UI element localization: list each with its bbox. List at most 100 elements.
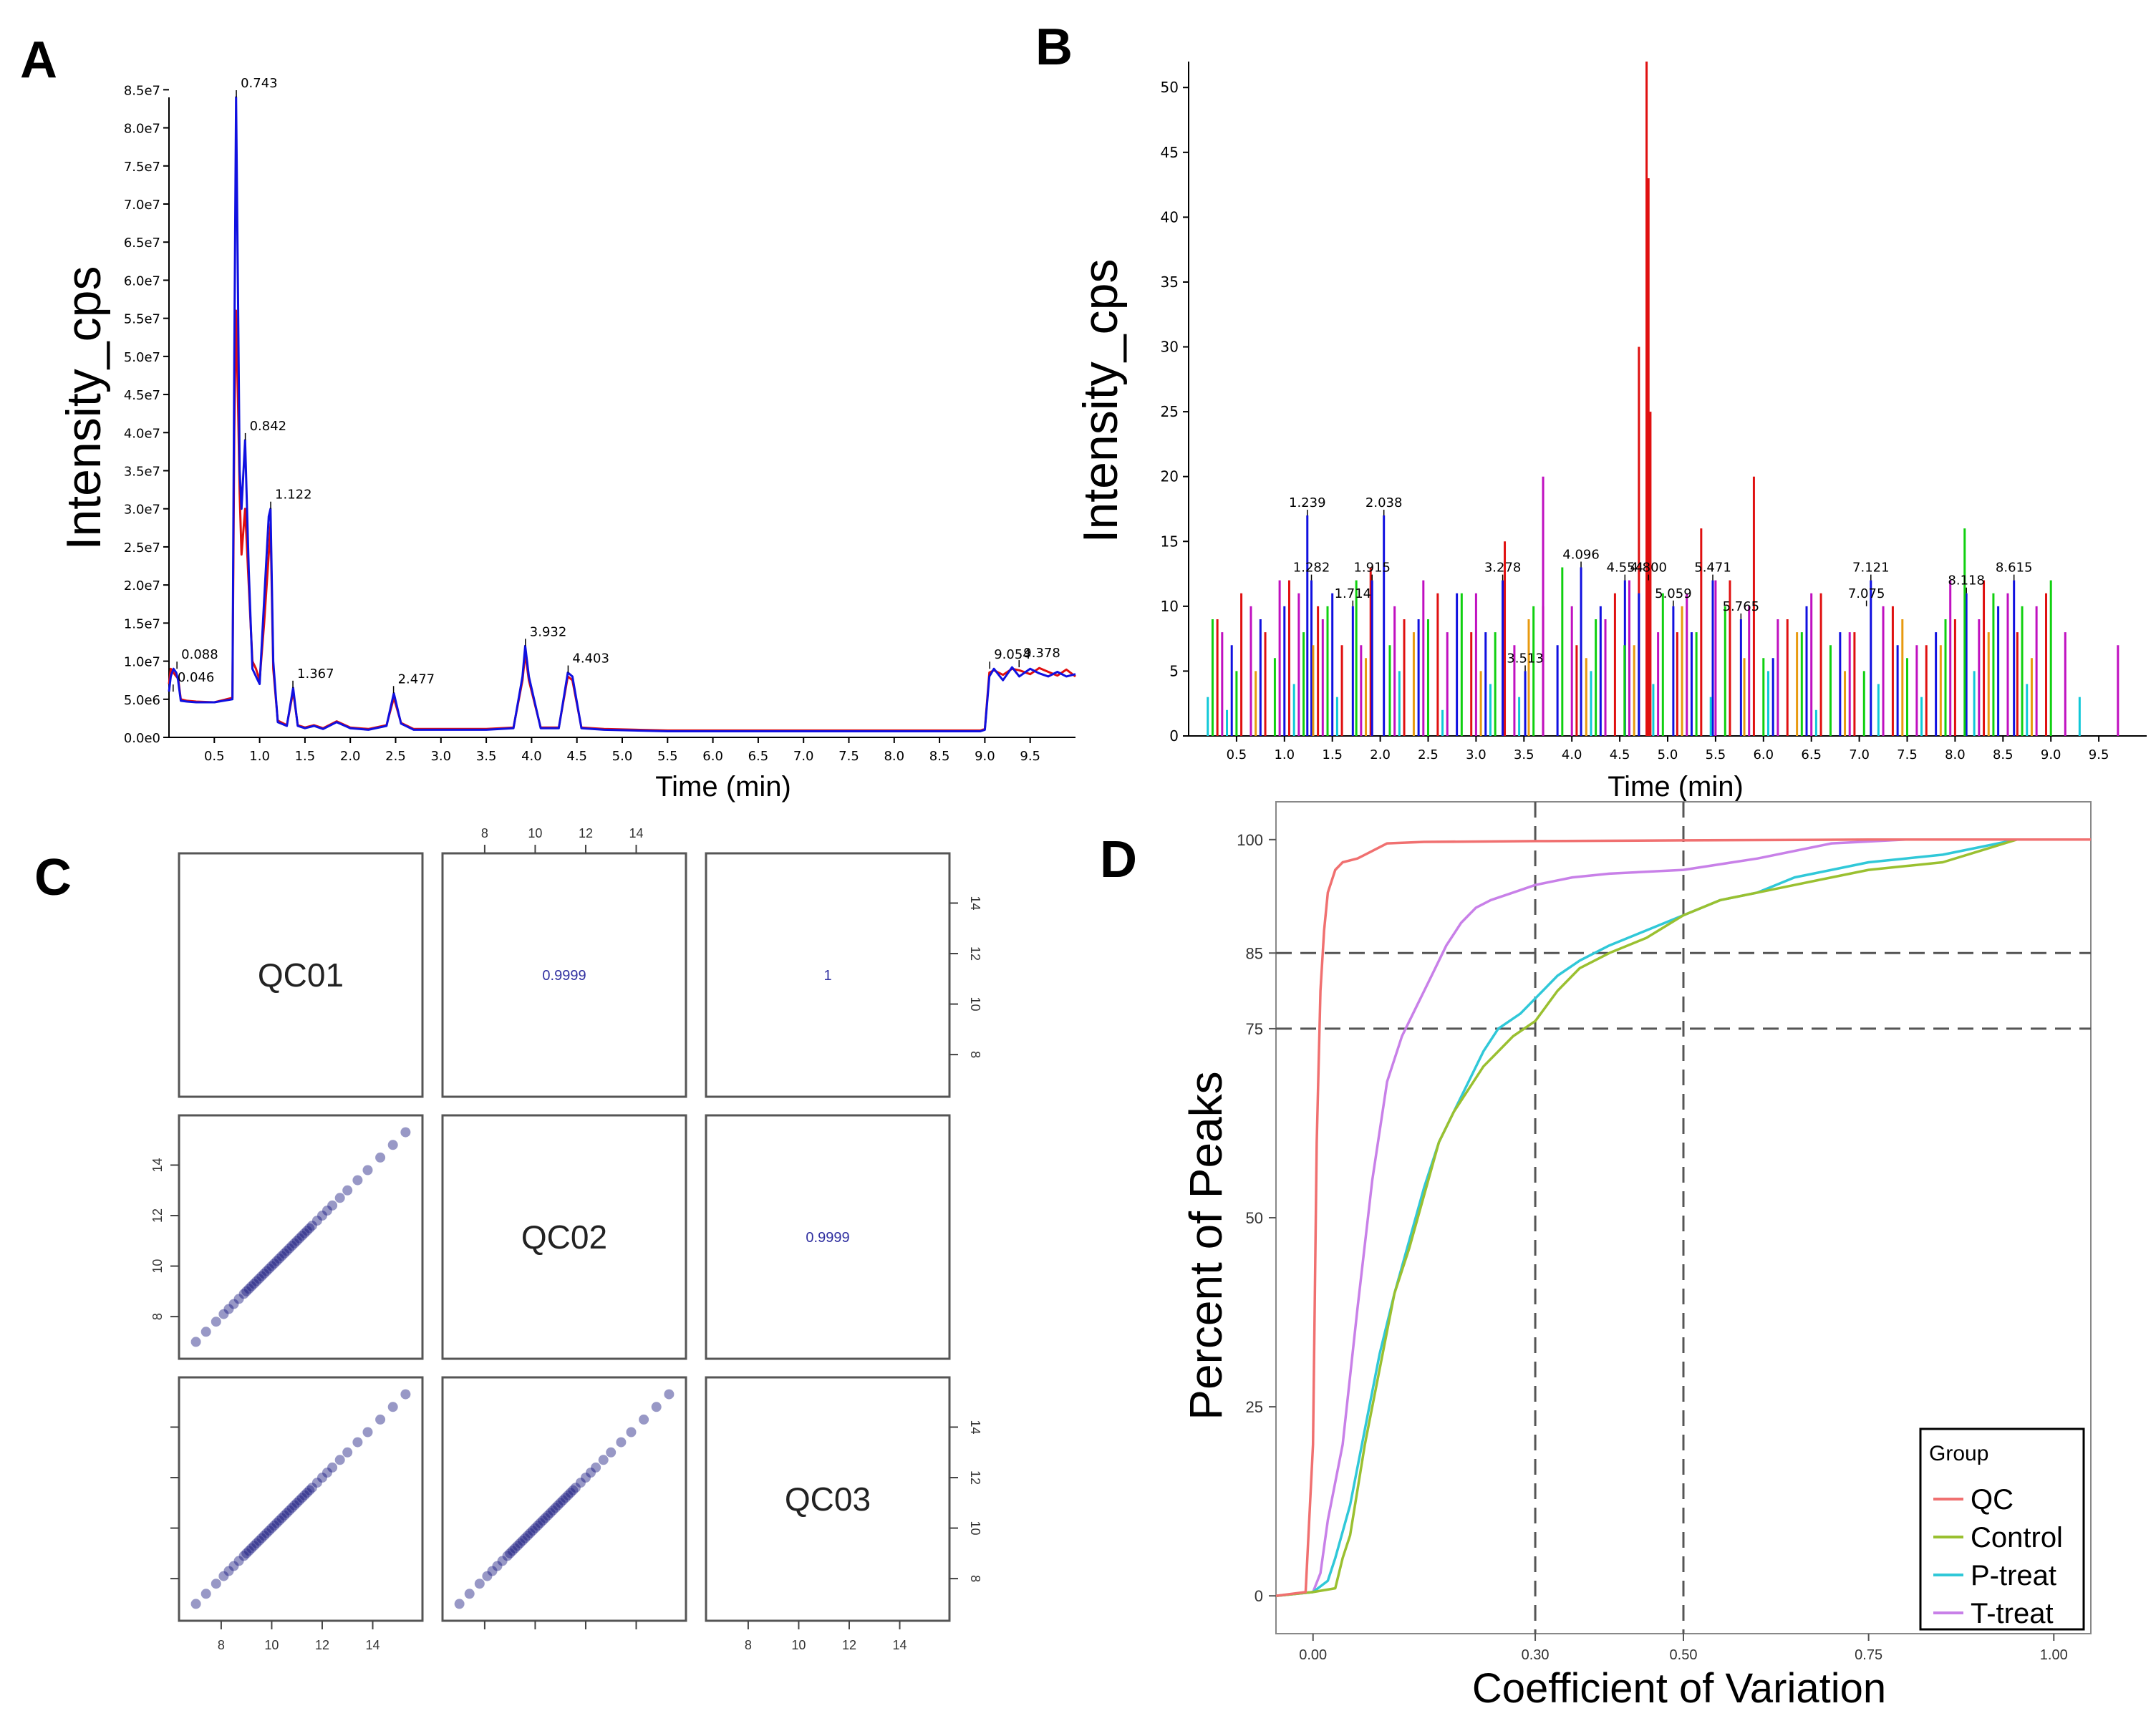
scatter-point (233, 1556, 244, 1566)
scatter-point (256, 1533, 267, 1543)
scatter-point (538, 1516, 548, 1526)
scatter-point (560, 1493, 571, 1503)
bottom-axis-tick-label: 8 (218, 1638, 225, 1652)
y-tick-label: 7.0e7 (124, 198, 160, 213)
y-tick-label: 25 (1161, 403, 1179, 420)
x-tick-label: 1.5 (295, 749, 316, 764)
peak-label: 4.096 (1562, 548, 1600, 563)
x-tick-label: 8.0 (884, 749, 904, 764)
panel-label-d: D (1100, 831, 1137, 888)
y-tick-label: 50 (1161, 79, 1179, 96)
peak-label: 0.088 (181, 647, 218, 662)
scatter-point (306, 1483, 317, 1493)
left-axis-tick-label: 14 (150, 1158, 165, 1172)
peak-label: 4.403 (572, 651, 609, 666)
scatter-point (271, 1518, 282, 1528)
scatter-point (563, 1490, 574, 1501)
peak-label: 8.118 (1948, 573, 1985, 588)
x-tick-label: 3.5 (476, 749, 497, 764)
chromatogram-b-y-axis-title: Intensity_cps (1073, 259, 1128, 543)
scatter-point (233, 1294, 244, 1304)
panel-label-c: C (34, 849, 72, 906)
y-tick-label: 35 (1161, 273, 1179, 291)
top-axis-tick-label: 12 (579, 826, 593, 840)
scatter-point (294, 1495, 305, 1506)
x-tick-label: 8.5 (929, 749, 950, 764)
x-tick-label: 6.0 (1753, 747, 1774, 762)
scatter-point (334, 1455, 345, 1465)
x-tick-label: 7.0 (1849, 747, 1870, 762)
legend-title: Group (1929, 1442, 1988, 1465)
pairs-cell-0-2 (705, 852, 951, 1098)
y-tick-label: 6.5e7 (124, 236, 160, 251)
peak-label: 0.046 (178, 670, 215, 685)
scatter-point (591, 1462, 601, 1473)
scatter-point (228, 1299, 239, 1309)
scatter-point (570, 1483, 581, 1493)
x-tick-label: 1.5 (1322, 747, 1343, 762)
scatter-point (211, 1317, 221, 1327)
chromatogram-a: 0.0e0 5.0e6 1.0e7 1.5e7 2.0e7 2.5e7 3.0e7 3.5e7… (57, 76, 1076, 803)
y-tick-label: 1.0e7 (124, 655, 160, 670)
scatter-point (238, 1289, 249, 1299)
x-tick-label: 6.5 (1801, 747, 1822, 762)
y-tick-label: 100 (1237, 831, 1263, 849)
x-tick-label: 6.5 (748, 749, 769, 764)
scatter-point (565, 1488, 576, 1498)
x-tick-label: 1.0 (1274, 747, 1295, 762)
scatter-point (400, 1389, 411, 1400)
bottom-axis-tick-label: 8 (745, 1638, 752, 1652)
peak-label: 1.714 (1335, 586, 1372, 601)
scatter-point (322, 1468, 332, 1478)
cv-distribution-d-x-axis-title: Coefficient of Variation (1472, 1665, 1886, 1712)
right-axis-tick-label: 14 (968, 1420, 982, 1434)
scatter-point (276, 1251, 287, 1261)
scatter-point (327, 1200, 338, 1211)
scatter-point (228, 1561, 239, 1571)
x-tick-label: 5.0 (612, 749, 633, 764)
correlation-value: 0.9999 (542, 968, 586, 984)
legend-label-control: Control (1971, 1522, 2063, 1553)
scatter-point (510, 1543, 521, 1553)
y-tick-label: 8.5e7 (124, 83, 160, 98)
scatter-point (497, 1556, 508, 1566)
x-tick-label: 4.0 (521, 749, 542, 764)
chromatogram-a-y-axis-title: Intensity_cps (57, 266, 111, 551)
chromatogram-b-x-axis-title: Time (min) (1608, 771, 1744, 803)
scatter-point (639, 1414, 649, 1425)
scatter-point (507, 1546, 518, 1556)
panel-label-b: B (1035, 19, 1073, 76)
scatter-point (306, 1221, 317, 1231)
x-tick-label: 9.5 (2089, 747, 2109, 762)
peak-label: 4.800 (1630, 561, 1667, 576)
y-tick-label: 5 (1169, 662, 1179, 679)
x-tick-label: 6.0 (702, 749, 723, 764)
top-axis-tick-label: 14 (629, 826, 644, 840)
x-tick-label: 0.5 (1227, 747, 1247, 762)
scatter-point (248, 1279, 259, 1289)
peak-label: 3.278 (1484, 561, 1522, 576)
correlation-value: 1 (823, 968, 831, 984)
right-axis-tick-label: 12 (968, 1470, 982, 1485)
peak-label: 1.239 (1289, 495, 1326, 510)
y-tick-label: 20 (1161, 468, 1179, 485)
scatter-point (400, 1127, 411, 1138)
y-tick-label: 1.5e7 (124, 616, 160, 631)
pairs-cell-2-1 (441, 1376, 687, 1622)
scatter-point (294, 1233, 305, 1244)
x-tick-label: 2.5 (385, 749, 406, 764)
scatter-point (304, 1485, 315, 1495)
scatter-point (512, 1541, 523, 1551)
scatter-point (464, 1589, 475, 1599)
scatter-point (598, 1455, 609, 1465)
y-tick-label: 5.0e7 (124, 350, 160, 365)
left-axis-tick-label: 10 (150, 1259, 165, 1274)
scatter-point (190, 1599, 201, 1609)
scatter-point (352, 1175, 363, 1186)
pairs-cell-1-1 (441, 1114, 687, 1360)
scatter-point (281, 1246, 292, 1256)
scatter-point (664, 1389, 675, 1400)
x-tick-label: 9.0 (2041, 747, 2061, 762)
scatter-point (253, 1536, 264, 1546)
